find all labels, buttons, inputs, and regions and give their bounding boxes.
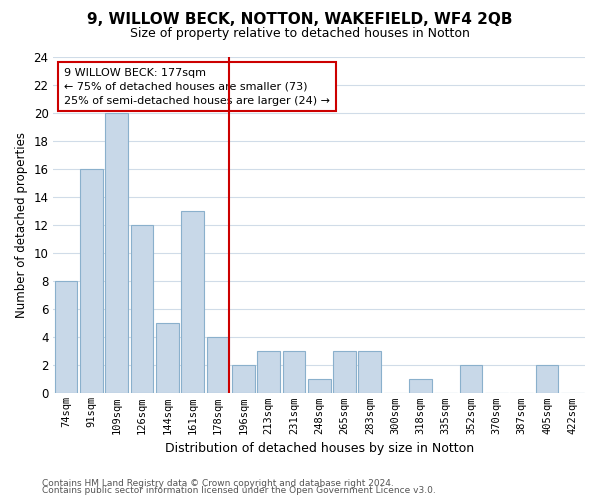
Bar [358,352,381,394]
Bar [460,366,482,394]
Bar [156,324,179,394]
X-axis label: Distribution of detached houses by size in Notton: Distribution of detached houses by size … [164,442,474,455]
Bar [257,352,280,394]
Bar [409,380,432,394]
Bar [333,352,356,394]
Bar [55,282,77,394]
Bar [131,226,154,394]
Bar [308,380,331,394]
Text: 9, WILLOW BECK, NOTTON, WAKEFIELD, WF4 2QB: 9, WILLOW BECK, NOTTON, WAKEFIELD, WF4 2… [87,12,513,28]
Text: 9 WILLOW BECK: 177sqm
← 75% of detached houses are smaller (73)
25% of semi-deta: 9 WILLOW BECK: 177sqm ← 75% of detached … [64,68,330,106]
Text: Contains HM Land Registry data © Crown copyright and database right 2024.: Contains HM Land Registry data © Crown c… [42,478,394,488]
Bar [181,212,204,394]
Text: Size of property relative to detached houses in Notton: Size of property relative to detached ho… [130,28,470,40]
Bar [283,352,305,394]
Bar [106,114,128,394]
Bar [232,366,254,394]
Bar [536,366,559,394]
Bar [80,170,103,394]
Bar [206,338,229,394]
Y-axis label: Number of detached properties: Number of detached properties [15,132,28,318]
Text: Contains public sector information licensed under the Open Government Licence v3: Contains public sector information licen… [42,486,436,495]
